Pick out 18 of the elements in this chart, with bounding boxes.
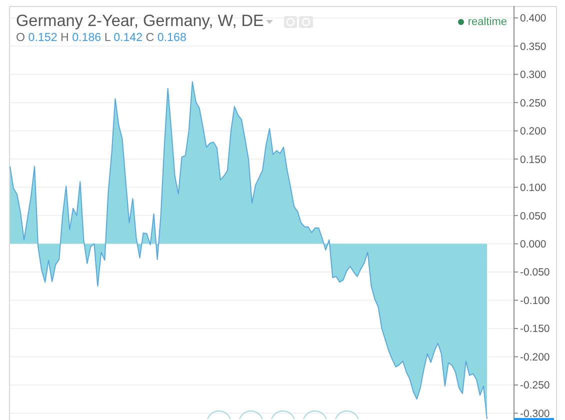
y-tick-label: -0.250 bbox=[520, 380, 550, 392]
y-tick-label: -0.300 bbox=[520, 408, 550, 420]
text: O 0.152 H 0.186 L 0.142 C 0.168 bbox=[16, 31, 186, 44]
y-tick-label: 0.050 bbox=[520, 210, 546, 222]
y-tick-label: -0.200 bbox=[520, 351, 550, 364]
y-tick-label: 0.350 bbox=[520, 40, 546, 53]
y-tick-label: 0.300 bbox=[520, 69, 546, 82]
y-tick-label: 0.250 bbox=[520, 97, 546, 110]
annotation: realtime bbox=[468, 15, 507, 29]
y-tick-label: 0.000 bbox=[520, 238, 546, 251]
y-tick-label: 0.100 bbox=[520, 182, 546, 194]
y-tick-label: -0.050 bbox=[520, 266, 550, 279]
chart-title: Germany 2-Year, Germany, W, DE bbox=[16, 11, 264, 31]
y-tick-label: 0.400 bbox=[520, 12, 546, 25]
y-tick-label: 0.200 bbox=[520, 126, 546, 138]
y-tick-label: 0.150 bbox=[520, 154, 546, 166]
y-tick-label: -0.150 bbox=[520, 323, 550, 336]
y-tick-label: -0.100 bbox=[520, 294, 550, 307]
